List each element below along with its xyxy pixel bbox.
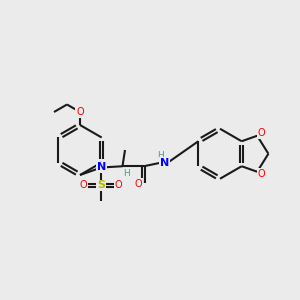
Text: O: O (258, 128, 266, 138)
Text: O: O (134, 179, 142, 189)
Text: N: N (160, 158, 170, 167)
Text: H: H (123, 169, 130, 178)
Text: O: O (80, 181, 88, 190)
Text: O: O (115, 181, 123, 190)
Text: H: H (157, 151, 164, 160)
Text: O: O (258, 169, 266, 179)
Text: S: S (97, 181, 105, 190)
Text: O: O (76, 107, 84, 117)
Text: N: N (97, 163, 106, 172)
